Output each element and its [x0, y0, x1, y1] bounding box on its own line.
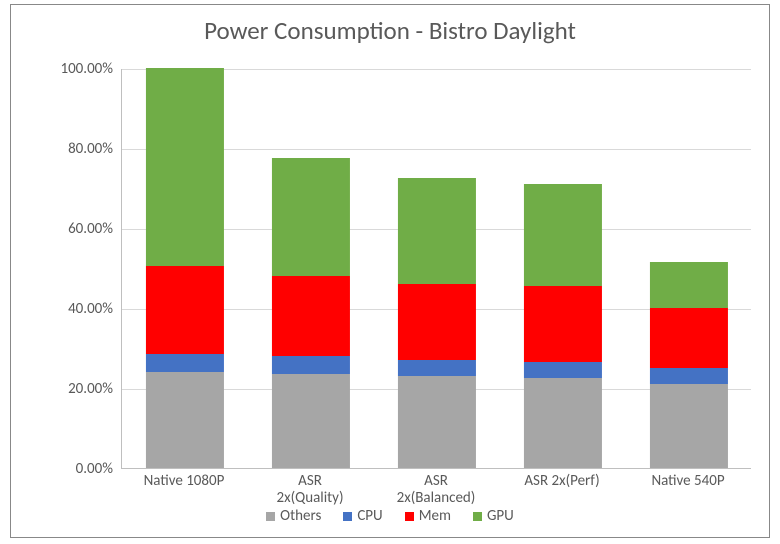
- bar-segment-cpu: [398, 360, 476, 376]
- bar-stack: [146, 68, 224, 468]
- bar-segment-gpu: [272, 158, 350, 276]
- x-tick-label: Native 1080P: [121, 473, 247, 490]
- bar-group: [248, 69, 374, 468]
- x-tick-label: ASR 2x(Perf): [499, 473, 625, 490]
- bar-stack: [398, 178, 476, 468]
- bar-segment-others: [146, 372, 224, 468]
- legend-item-others: Others: [266, 507, 321, 525]
- legend-label: GPU: [487, 507, 514, 525]
- legend: Others CPU Mem GPU: [11, 507, 769, 525]
- y-axis: 0.00%20.00%40.00%60.00%80.00%100.00%: [39, 69, 121, 469]
- bar-segment-others: [398, 376, 476, 468]
- chart-frame: Power Consumption - Bistro Daylight 0.00…: [10, 4, 770, 538]
- legend-swatch: [405, 512, 414, 521]
- bar-segment-mem: [398, 284, 476, 360]
- legend-label: Mem: [419, 507, 451, 525]
- bar-group: [626, 69, 752, 468]
- y-tick-label: 80.00%: [68, 140, 113, 158]
- bar-segment-gpu: [524, 184, 602, 286]
- bar-segment-cpu: [650, 368, 728, 384]
- y-tick-label: 20.00%: [68, 380, 113, 398]
- bar-segment-cpu: [524, 362, 602, 378]
- y-tick-label: 60.00%: [68, 220, 113, 238]
- bar-segment-gpu: [650, 262, 728, 308]
- legend-item-mem: Mem: [405, 507, 451, 525]
- bar-segment-gpu: [398, 178, 476, 284]
- bar-stack: [272, 158, 350, 468]
- x-tick-label: ASR2x(Balanced): [373, 473, 499, 508]
- bar-segment-others: [524, 378, 602, 468]
- legend-item-gpu: GPU: [473, 507, 514, 525]
- plot-area: [121, 69, 751, 469]
- legend-swatch: [473, 512, 482, 521]
- bar-segment-mem: [524, 286, 602, 362]
- legend-label: Others: [280, 507, 321, 525]
- bar-segment-cpu: [272, 356, 350, 374]
- bar-segment-others: [272, 374, 350, 468]
- bar-segment-mem: [146, 266, 224, 354]
- plot-wrap: 0.00%20.00%40.00%60.00%80.00%100.00% Nat…: [39, 69, 751, 469]
- bar-segment-cpu: [146, 354, 224, 372]
- y-tick-label: 40.00%: [68, 300, 113, 318]
- legend-swatch: [266, 512, 275, 521]
- chart-title: Power Consumption - Bistro Daylight: [11, 5, 769, 46]
- bar-segment-gpu: [146, 68, 224, 266]
- x-tick-label: Native 540P: [625, 473, 751, 490]
- bar-stack: [650, 262, 728, 468]
- y-tick-label: 100.00%: [60, 60, 113, 78]
- bar-segment-mem: [272, 276, 350, 356]
- x-tick-label: ASR2x(Quality): [247, 473, 373, 508]
- legend-swatch: [343, 512, 352, 521]
- bar-group: [500, 69, 626, 468]
- y-tick-label: 0.00%: [76, 460, 113, 478]
- bar-stack: [524, 184, 602, 468]
- bar-segment-mem: [650, 308, 728, 368]
- bar-segment-others: [650, 384, 728, 468]
- bar-group: [374, 69, 500, 468]
- bar-group: [122, 69, 248, 468]
- legend-label: CPU: [357, 507, 382, 525]
- legend-item-cpu: CPU: [343, 507, 382, 525]
